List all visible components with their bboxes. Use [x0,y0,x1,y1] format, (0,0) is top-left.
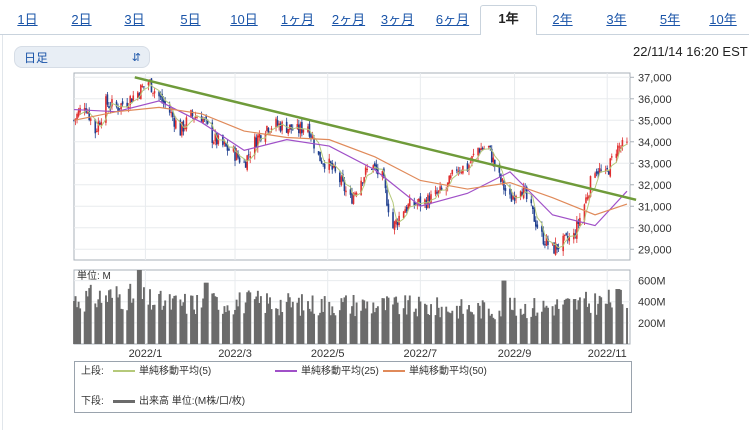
legend-volume: 出来高 単位:(M株/口/枚) [113,395,245,409]
tab-14[interactable]: 10年 [709,12,737,27]
legend-lower-label: 下段: [81,396,104,407]
tab-4[interactable]: 5日 [180,12,201,27]
period-tab-bar: 1日 2日 3日 5日 10日 1ヶ月 2ヶ月 3ヶ月 6ヶ月 1年 2年 3年 5年 10年 [0,0,749,36]
tab-13[interactable]: 5年 [659,12,681,27]
legend-ma25: 単純移動平均(25) [275,365,379,379]
legend-volume-label: 出来高 単位:(M株/口/枚) [139,396,246,407]
legend-lower-row: 下段: [81,395,104,409]
candle-interval-value: 日足 [24,51,49,65]
legend-ma25-label: 単純移動平均(25) [301,366,379,377]
tab-10[interactable]: 1年 [480,5,537,36]
legend-upper-row: 上段: [81,365,104,379]
legend-ma5-label: 単純移動平均(5) [139,366,212,377]
ma25-swatch [275,370,297,373]
chart-legend: 上段: 単純移動平均(5) 単純移動平均(25) 単純移動平均(50) 下段: … [74,361,632,413]
tab-5[interactable]: 10日 [230,12,258,27]
legend-ma50-label: 単純移動平均(50) [409,366,487,377]
tab-9[interactable]: 6ヶ月 [435,12,470,27]
tab-6[interactable]: 1ヶ月 [280,12,315,27]
tab-3[interactable]: 3日 [124,12,145,27]
chart-timestamp: 22/11/14 16:20 EST [633,44,748,59]
volume-swatch [113,399,135,403]
ma5-swatch [113,370,135,373]
tab-11[interactable]: 2年 [552,12,573,27]
legend-ma50: 単純移動平均(50) [383,365,487,379]
candle-interval-select[interactable]: 日足 ⇵ [14,46,150,68]
legend-upper-label: 上段: [81,366,104,377]
tab-7[interactable]: 2ヶ月 [331,12,366,27]
chevron-updown-icon: ⇵ [131,52,141,64]
tab-2[interactable]: 2日 [71,12,92,27]
tab-12[interactable]: 3年 [606,12,627,27]
tab-8[interactable]: 3ヶ月 [380,12,415,27]
legend-ma5: 単純移動平均(5) [113,365,211,379]
tab-1[interactable]: 1日 [17,12,38,27]
ma50-swatch [383,370,405,373]
